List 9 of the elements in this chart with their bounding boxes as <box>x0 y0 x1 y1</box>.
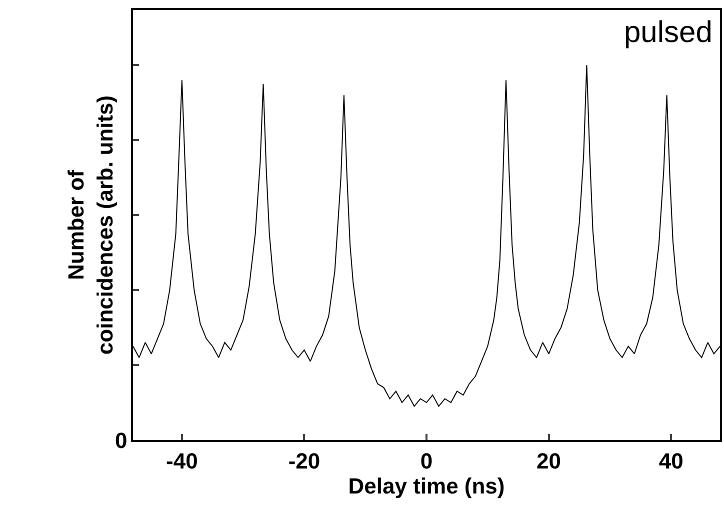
x-tick-label: -20 <box>288 448 320 474</box>
x-tick-label: 20 <box>536 448 562 474</box>
y-axis-title: Number of coincidences (arb. units) <box>64 95 118 355</box>
x-axis-title: Delay time (ns) <box>348 473 505 498</box>
x-tick-label: -40 <box>166 448 198 474</box>
x-tick-label: 0 <box>420 448 433 474</box>
text: 0 <box>115 428 128 453</box>
text: pulsed <box>624 16 712 49</box>
x-tick-label: 40 <box>658 448 684 474</box>
